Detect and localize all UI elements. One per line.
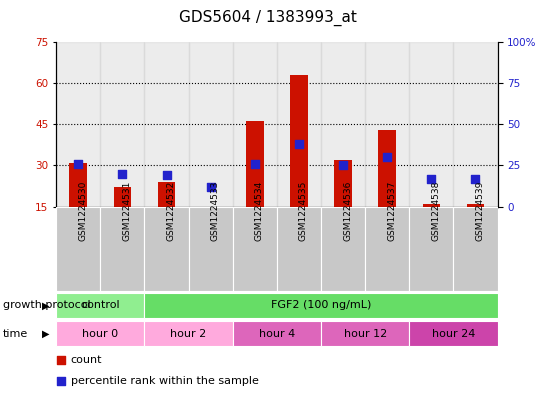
- Bar: [233, 42, 277, 207]
- Point: [383, 154, 392, 160]
- Bar: [321, 207, 365, 291]
- Point: [232, 98, 241, 105]
- Text: GSM1224536: GSM1224536: [343, 181, 352, 241]
- Bar: [158, 182, 175, 207]
- Point: [74, 161, 82, 167]
- Text: GSM1224530: GSM1224530: [78, 181, 87, 241]
- Point: [471, 176, 480, 182]
- Text: GSM1224539: GSM1224539: [476, 181, 485, 241]
- Text: control: control: [81, 300, 120, 310]
- Bar: [334, 160, 352, 207]
- Text: GSM1224537: GSM1224537: [387, 181, 396, 241]
- Text: GSM1224535: GSM1224535: [299, 181, 308, 241]
- Text: hour 0: hour 0: [82, 329, 118, 339]
- Point: [250, 161, 259, 167]
- Bar: [56, 42, 101, 207]
- Text: GSM1224533: GSM1224533: [211, 181, 220, 241]
- Bar: [233, 207, 277, 291]
- Bar: [56, 293, 144, 318]
- Text: FGF2 (100 ng/mL): FGF2 (100 ng/mL): [271, 300, 371, 310]
- Bar: [365, 207, 409, 291]
- Bar: [100, 207, 144, 291]
- Text: GSM1224538: GSM1224538: [431, 181, 440, 241]
- Point: [295, 141, 303, 147]
- Bar: [56, 207, 101, 291]
- Text: ▶: ▶: [42, 329, 50, 339]
- Text: hour 24: hour 24: [432, 329, 475, 339]
- Text: GSM1224532: GSM1224532: [166, 181, 175, 241]
- Text: GSM1224534: GSM1224534: [255, 181, 264, 241]
- Bar: [277, 42, 321, 207]
- Bar: [70, 163, 87, 207]
- Text: percentile rank within the sample: percentile rank within the sample: [71, 376, 258, 386]
- Point: [232, 295, 241, 301]
- Text: hour 4: hour 4: [259, 329, 295, 339]
- Bar: [144, 321, 233, 346]
- Bar: [409, 207, 453, 291]
- Bar: [378, 130, 396, 207]
- Bar: [453, 42, 498, 207]
- Point: [339, 162, 347, 169]
- Bar: [277, 207, 321, 291]
- Text: hour 12: hour 12: [343, 329, 387, 339]
- Text: growth protocol: growth protocol: [3, 300, 90, 310]
- Bar: [321, 42, 365, 207]
- Bar: [56, 321, 144, 346]
- Bar: [188, 42, 233, 207]
- Bar: [246, 121, 264, 207]
- Bar: [321, 321, 409, 346]
- Bar: [144, 207, 188, 291]
- Text: time: time: [3, 329, 28, 339]
- Text: hour 2: hour 2: [171, 329, 207, 339]
- Bar: [365, 42, 409, 207]
- Bar: [188, 207, 233, 291]
- Text: GSM1224531: GSM1224531: [123, 181, 132, 241]
- Bar: [233, 321, 321, 346]
- Point: [207, 184, 215, 190]
- Bar: [423, 204, 440, 207]
- Text: GDS5604 / 1383993_at: GDS5604 / 1383993_at: [179, 10, 356, 26]
- Bar: [144, 42, 188, 207]
- Text: count: count: [71, 354, 102, 365]
- Point: [118, 171, 127, 177]
- Bar: [467, 204, 484, 207]
- Point: [427, 176, 435, 182]
- Bar: [409, 42, 453, 207]
- Bar: [100, 42, 144, 207]
- Bar: [144, 293, 498, 318]
- Bar: [113, 187, 131, 207]
- Text: ▶: ▶: [42, 300, 50, 310]
- Point: [162, 172, 171, 178]
- Bar: [409, 321, 498, 346]
- Bar: [453, 207, 498, 291]
- Bar: [290, 75, 308, 207]
